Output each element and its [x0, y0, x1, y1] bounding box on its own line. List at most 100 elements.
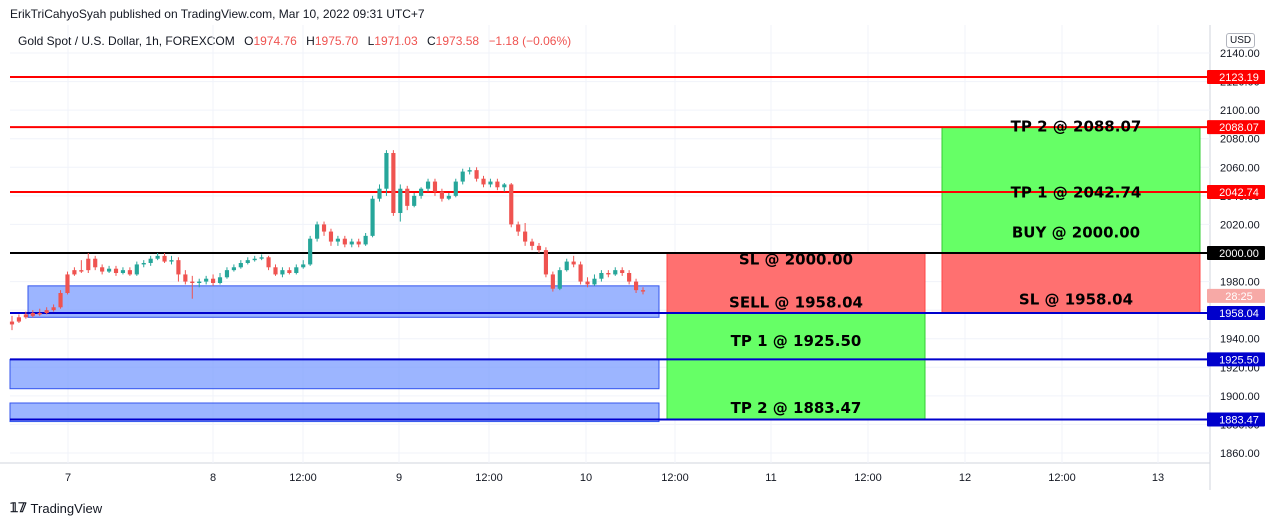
price-level-tag-label: 2123.19: [1219, 72, 1259, 84]
candle-body: [419, 188, 424, 196]
candle-body: [51, 307, 56, 311]
candle-body: [134, 264, 139, 275]
candle-body: [72, 270, 77, 275]
candle-body: [93, 258, 98, 268]
support-zone-3: [9, 402, 660, 423]
price-level-tag: [1207, 412, 1265, 427]
candle-body: [502, 184, 507, 188]
candle-body: [342, 238, 347, 245]
candle-body: [425, 181, 431, 189]
countdown-tag-label: 28:25: [1225, 291, 1253, 303]
candle-body: [273, 267, 278, 275]
candle-body: [405, 188, 410, 206]
close-label: C: [427, 34, 436, 48]
candle-body: [391, 153, 396, 213]
candle-body: [453, 181, 458, 196]
candle-body: [627, 273, 632, 282]
change-value: −1.18 (−0.06%): [488, 34, 572, 48]
high-value: 1975.70: [314, 34, 359, 48]
candle-body: [127, 270, 132, 275]
buy-target-zone: [941, 126, 1201, 254]
low-label: L: [367, 34, 375, 48]
candle-body: [204, 278, 209, 282]
sell-stop-zone: [666, 252, 926, 314]
candle-body: [9, 321, 15, 325]
brand-name: TradingView: [30, 500, 103, 516]
symbol-legend: Gold Spot / U.S. Dollar, 1h, FOREXCOM O1…: [18, 34, 571, 48]
candle-body: [384, 153, 389, 189]
candle-body: [315, 224, 320, 239]
y-tick-label: 1900.00: [1220, 391, 1260, 403]
x-tick-label: 12:00: [661, 472, 689, 484]
candle-body: [529, 241, 535, 246]
candle-body: [86, 258, 91, 271]
price-level-tag: [1207, 70, 1265, 85]
y-tick-label: 1860.00: [1220, 448, 1260, 460]
price-level-tag: [1207, 120, 1265, 135]
candle-body: [211, 278, 216, 283]
price-level-tag-label: 2042.74: [1219, 187, 1259, 199]
candle-body: [301, 264, 306, 268]
candle-body: [543, 250, 549, 275]
candle-body: [238, 263, 243, 268]
price-level-tag-label: 1958.04: [1219, 308, 1259, 320]
y-tick-label: 2020.00: [1220, 219, 1260, 231]
candle-body: [606, 273, 611, 275]
candle-body: [335, 238, 340, 242]
countdown-tag: [1207, 288, 1265, 303]
price-level-tag: [1207, 184, 1265, 199]
candle-body: [141, 263, 146, 265]
buy-stop-zone: [941, 252, 1201, 314]
candle-body: [169, 260, 174, 262]
x-tick-label: 8: [210, 472, 216, 484]
candle-body: [495, 181, 500, 188]
candle-body: [183, 274, 188, 282]
support-zone-2: [9, 358, 660, 390]
candle-body: [640, 290, 646, 292]
candle-body: [571, 261, 576, 265]
candle-body: [217, 277, 223, 283]
candle-body: [79, 270, 84, 272]
candle-body: [398, 188, 403, 213]
candle-body: [460, 171, 465, 182]
y-tick-label: 1940.00: [1220, 334, 1260, 346]
candle-body: [162, 255, 167, 262]
annotation-buy-tp2: TP 2 @ 2088.07: [1011, 118, 1142, 136]
currency-button[interactable]: USD: [1226, 33, 1256, 48]
candle-body: [550, 274, 555, 289]
tradingview-logo-icon: 𝟙𝟟: [10, 500, 27, 515]
tradingview-brand[interactable]: 𝟙𝟟 TradingView: [10, 500, 102, 516]
annotation-buy-entry: BUY @ 2000.00: [1012, 223, 1140, 241]
candle-body: [467, 170, 472, 172]
price-level-tag-label: 2000.00: [1219, 248, 1259, 260]
x-tick-label: 11: [765, 472, 776, 484]
candle-body: [481, 178, 486, 185]
x-tick-label: 12: [959, 472, 971, 484]
candle-body: [349, 241, 354, 245]
candle-body: [65, 274, 70, 293]
price-level-tag-label: 2088.07: [1219, 122, 1259, 134]
candle-body: [592, 278, 597, 285]
candle-body: [266, 257, 271, 268]
x-tick-label: 12:00: [475, 472, 503, 484]
x-tick-label: 10: [580, 472, 592, 484]
x-tick-label: 7: [65, 472, 71, 484]
annotation-sell-tp2: TP 2 @ 1883.47: [731, 399, 862, 417]
candle-body: [613, 270, 618, 275]
candle-body: [197, 281, 202, 283]
candle-body: [100, 267, 105, 272]
candle-body: [148, 258, 153, 263]
candle-body: [356, 241, 361, 245]
candle-body: [294, 267, 299, 273]
candle-body: [432, 181, 438, 192]
candle-body: [633, 281, 639, 291]
open-value: 1974.76: [253, 34, 297, 48]
candle-body: [439, 191, 444, 199]
candle-body: [44, 310, 49, 313]
x-tick-label: 12:00: [1048, 472, 1076, 484]
price-level-tag: [1207, 305, 1265, 320]
symbol-title[interactable]: Gold Spot / U.S. Dollar, 1h, FOREXCOM: [18, 34, 235, 48]
candle-body: [474, 170, 479, 179]
annotation-buy-tp1: TP 1 @ 2042.74: [1011, 183, 1142, 201]
